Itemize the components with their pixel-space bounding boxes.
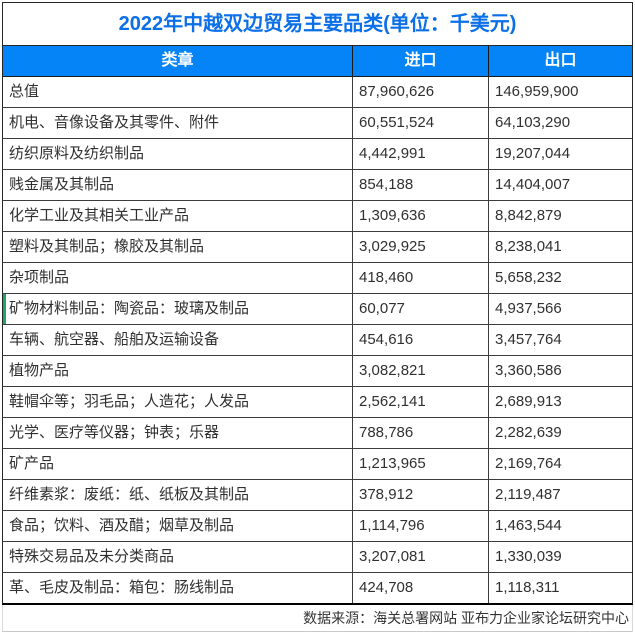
export-value-cell: 8,842,879: [488, 201, 632, 231]
table-row: 矿产品 1,213,965 2,169,764: [3, 449, 632, 480]
data-source-note: 数据来源：海关总署网站 亚布力企业家论坛研究中心: [2, 605, 633, 632]
export-value-cell: 146,959,900: [488, 77, 632, 107]
category-cell: 贱金属及其制品: [9, 176, 115, 193]
import-value-cell: 4,442,991: [352, 139, 488, 169]
import-value-cell: 854,188: [352, 170, 488, 200]
category-cell: 塑料及其制品；橡胶及其制品: [9, 238, 205, 255]
export-value-cell: 1,118,311: [488, 573, 632, 603]
import-value-cell: 60,077: [352, 294, 488, 324]
import-value-cell: 2,562,141: [352, 387, 488, 417]
import-value-cell: 3,029,925: [352, 232, 488, 262]
import-value-cell: 424,708: [352, 573, 488, 603]
table-row: 光学、医疗等仪器；钟表；乐器 788,786 2,282,639: [3, 418, 632, 449]
export-value-cell: 8,238,041: [488, 232, 632, 262]
category-cell: 矿产品: [9, 455, 55, 472]
export-value-cell: 1,330,039: [488, 542, 632, 572]
table-row: 食品；饮料、酒及醋；烟草及制品 1,114,796 1,463,544: [3, 511, 632, 542]
category-cell: 植物产品: [9, 362, 70, 379]
column-header-export: 出口: [488, 46, 632, 76]
export-value-cell: 1,463,544: [488, 511, 632, 541]
table-row: 矿物材料制品：陶瓷品：玻璃及制品 60,077 4,937,566: [3, 294, 632, 325]
category-cell: 化学工业及其相关工业产品: [9, 207, 190, 224]
export-value-cell: 2,689,913: [488, 387, 632, 417]
category-cell: 革、毛皮及制品：箱包：肠线制品: [9, 579, 235, 596]
import-value-cell: 454,616: [352, 325, 488, 355]
table-row: 纺织原料及纺织制品 4,442,991 19,207,044: [3, 139, 632, 170]
category-cell: 总值: [9, 83, 40, 100]
import-value-cell: 3,082,821: [352, 356, 488, 386]
category-cell: 矿物材料制品：陶瓷品：玻璃及制品: [9, 300, 250, 317]
category-cell: 食品；饮料、酒及醋；烟草及制品: [9, 517, 235, 534]
table-body: 总值 87,960,626 146,959,900 机电、音像设备及其零件、附件 60,…: [3, 77, 632, 603]
category-cell: 纤维素浆：废纸：纸、纸板及其制品: [9, 486, 250, 503]
import-value-cell: 1,114,796: [352, 511, 488, 541]
export-value-cell: 5,658,232: [488, 263, 632, 293]
table-row: 杂项制品 418,460 5,658,232: [3, 263, 632, 294]
export-value-cell: 4,937,566: [488, 294, 632, 324]
category-cell: 纺织原料及纺织制品: [9, 145, 145, 162]
table-row: 机电、音像设备及其零件、附件 60,551,524 64,103,290: [3, 108, 632, 139]
category-cell: 鞋帽伞等；羽毛品；人造花；人发品: [9, 393, 250, 410]
import-value-cell: 3,207,081: [352, 542, 488, 572]
table-row: 特殊交易品及未分类商品 3,207,081 1,330,039: [3, 542, 632, 573]
export-value-cell: 2,119,487: [488, 480, 632, 510]
column-header-category: 类章: [161, 52, 194, 69]
table-row: 植物产品 3,082,821 3,360,586: [3, 356, 632, 387]
export-value-cell: 2,282,639: [488, 418, 632, 448]
table-row: 贱金属及其制品 854,188 14,404,007: [3, 170, 632, 201]
export-value-cell: 2,169,764: [488, 449, 632, 479]
export-value-cell: 3,457,764: [488, 325, 632, 355]
export-value-cell: 14,404,007: [488, 170, 632, 200]
import-value-cell: 87,960,626: [352, 77, 488, 107]
table-row: 纤维素浆：废纸：纸、纸板及其制品 378,912 2,119,487: [3, 480, 632, 511]
category-cell: 特殊交易品及未分类商品: [9, 548, 175, 565]
table-row: 鞋帽伞等；羽毛品；人造花；人发品 2,562,141 2,689,913: [3, 387, 632, 418]
export-value-cell: 3,360,586: [488, 356, 632, 386]
import-value-cell: 788,786: [352, 418, 488, 448]
header-row: 类章 进口 出口: [3, 46, 632, 77]
table-row: 塑料及其制品；橡胶及其制品 3,029,925 8,238,041: [3, 232, 632, 263]
trade-table: 2022年中越双边贸易主要品类(单位：千美元) 类章 进口 出口 总值 87,96…: [2, 2, 633, 605]
category-cell: 光学、医疗等仪器；钟表；乐器: [9, 424, 220, 441]
export-value-cell: 19,207,044: [488, 139, 632, 169]
table-row: 总值 87,960,626 146,959,900: [3, 77, 632, 108]
import-value-cell: 378,912: [352, 480, 488, 510]
gridline: [488, 613, 489, 621]
table-row: 车辆、航空器、船舶及运输设备 454,616 3,457,764: [3, 325, 632, 356]
import-value-cell: 1,309,636: [352, 201, 488, 231]
category-cell: 车辆、航空器、船舶及运输设备: [9, 331, 220, 348]
gridline: [632, 613, 633, 621]
table-title: 2022年中越双边贸易主要品类(单位：千美元): [3, 3, 632, 46]
column-header-import: 进口: [352, 46, 488, 76]
table-row: 化学工业及其相关工业产品 1,309,636 8,842,879: [3, 201, 632, 232]
category-cell: 机电、音像设备及其零件、附件: [9, 114, 220, 131]
export-value-cell: 64,103,290: [488, 108, 632, 138]
category-cell: 杂项制品: [9, 269, 70, 286]
gridline: [352, 613, 353, 621]
table-row: 革、毛皮及制品：箱包：肠线制品 424,708 1,118,311: [3, 573, 632, 603]
import-value-cell: 418,460: [352, 263, 488, 293]
import-value-cell: 60,551,524: [352, 108, 488, 138]
import-value-cell: 1,213,965: [352, 449, 488, 479]
